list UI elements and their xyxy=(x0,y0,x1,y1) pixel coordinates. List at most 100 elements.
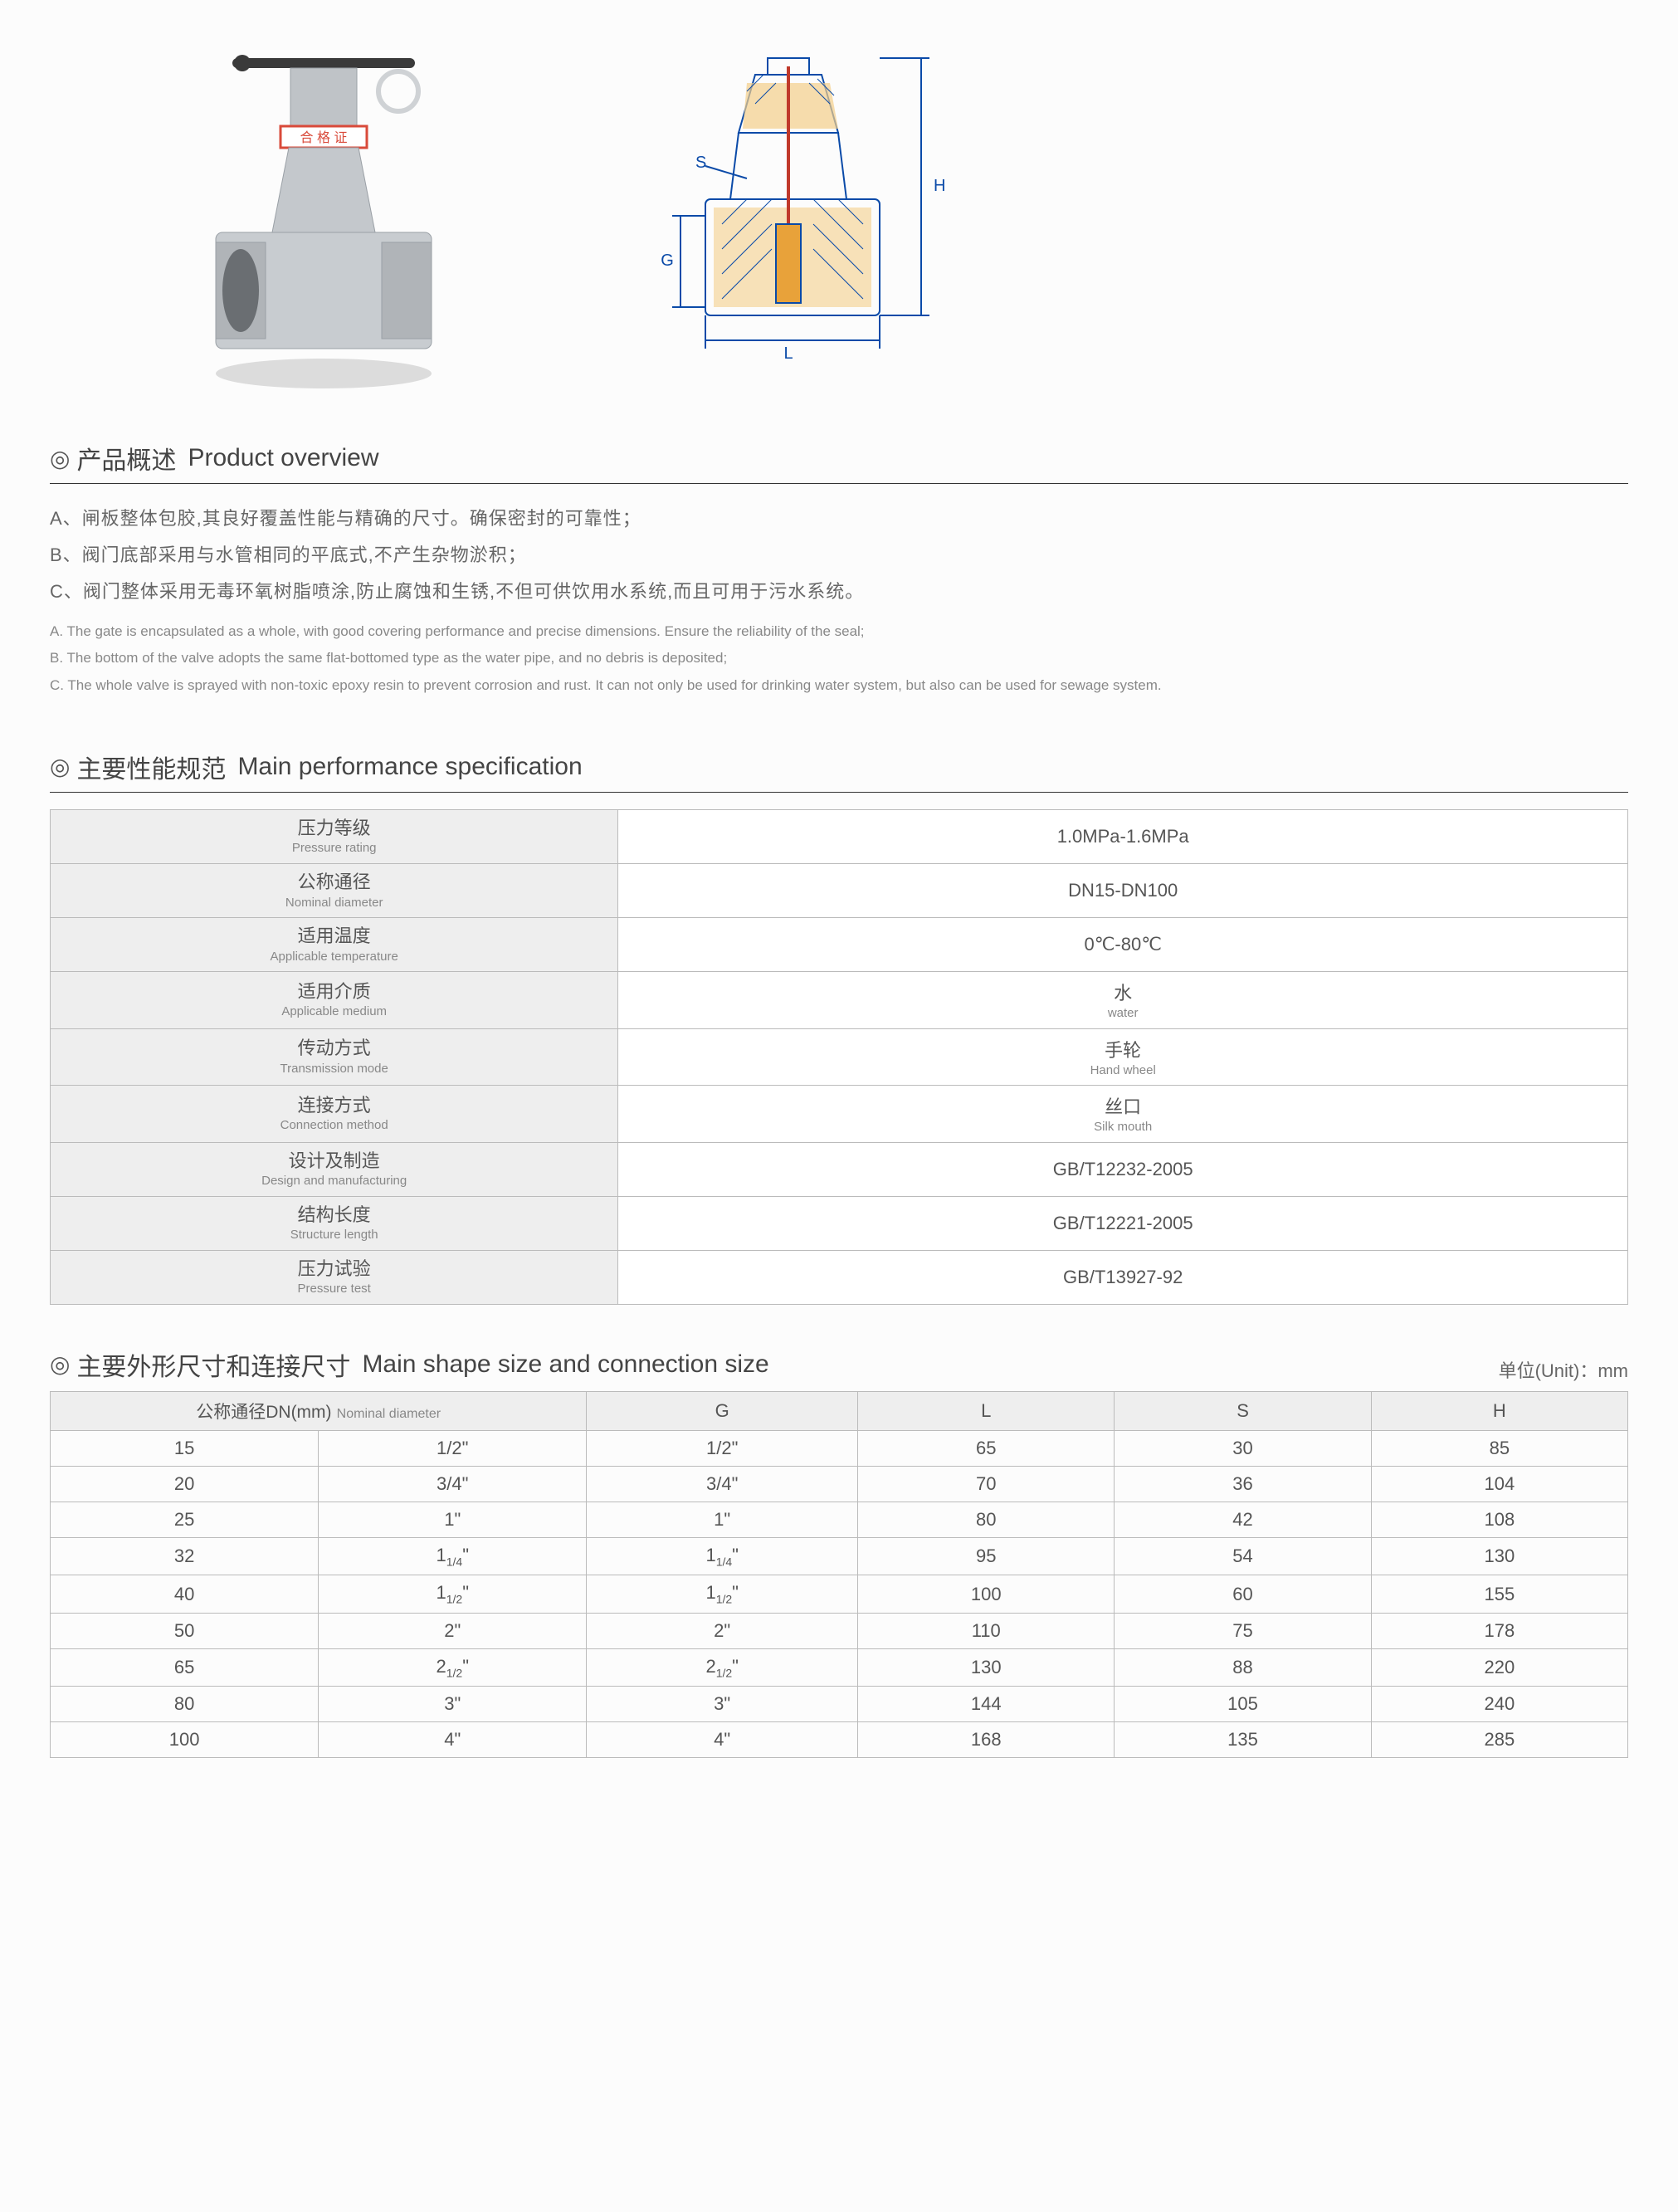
dim-cell: 155 xyxy=(1371,1575,1627,1613)
spec-value-cell: 0℃-80℃ xyxy=(618,918,1628,972)
table-row: 803"3"144105240 xyxy=(51,1687,1628,1722)
dim-col-header: S xyxy=(1115,1391,1371,1430)
dim-cell: 100 xyxy=(858,1575,1115,1613)
spec-value: 水 xyxy=(1114,983,1132,1003)
table-row: 公称通径Nominal diameter DN15-DN100 xyxy=(51,863,1628,917)
table-row: 适用介质Applicable medium水water xyxy=(51,972,1628,1029)
spec-table: 压力等级Pressure rating1.0MPa-1.6MPa公称通径Nomi… xyxy=(50,809,1628,1305)
spec-value: 0℃-80℃ xyxy=(1084,934,1161,955)
dim-cell: 3" xyxy=(587,1687,858,1722)
dim-cell: 85 xyxy=(1371,1430,1627,1466)
dim-cell: 20 xyxy=(51,1466,319,1502)
table-row: 3211/4"11/4"9554130 xyxy=(51,1537,1628,1575)
dim-cell: 80 xyxy=(51,1687,319,1722)
table-row: 适用温度Applicable temperature 0℃-80℃ xyxy=(51,918,1628,972)
spec-value-cell: 手轮Hand wheel xyxy=(618,1028,1628,1086)
table-row: 1004"4"168135285 xyxy=(51,1722,1628,1758)
spec-value-cell: DN15-DN100 xyxy=(618,863,1628,917)
overview-item-cn: C、阀门整体采用无毒环氧树脂喷涂,防止腐蚀和生锈,不但可供饮用水系统,而且可用于… xyxy=(50,574,1628,610)
dim-cell: 21/2" xyxy=(587,1648,858,1686)
dim-cell: 11/2" xyxy=(587,1575,858,1613)
spec-label-cell: 公称通径Nominal diameter xyxy=(51,863,618,917)
dim-cell: 50 xyxy=(51,1613,319,1648)
spec-value-cell: 丝口Silk mouth xyxy=(618,1086,1628,1143)
spec-label-en: Applicable temperature xyxy=(61,949,607,965)
spec-label-cn: 传动方式 xyxy=(61,1037,607,1061)
overview-title-cn: 产品概述 xyxy=(76,440,176,476)
dim-cell: 178 xyxy=(1371,1613,1627,1648)
dim-cell: 30 xyxy=(1115,1430,1371,1466)
spec-value-cell: 1.0MPa-1.6MPa xyxy=(618,809,1628,863)
dim-cell: 130 xyxy=(858,1648,1115,1686)
table-row: 151/2"1/2"653085 xyxy=(51,1430,1628,1466)
table-row: 502"2"11075178 xyxy=(51,1613,1628,1648)
spec-value: 1.0MPa-1.6MPa xyxy=(1057,826,1189,847)
dim-cell: 65 xyxy=(858,1430,1115,1466)
dim-cell: 25 xyxy=(51,1502,319,1537)
spec-label-cn: 公称通径 xyxy=(61,871,607,895)
table-row: 203/4"3/4"7036104 xyxy=(51,1466,1628,1502)
ring-icon: ◎ xyxy=(50,1350,70,1378)
table-row: 6521/2"21/2"13088220 xyxy=(51,1648,1628,1686)
dim-cell: 11/4" xyxy=(587,1537,858,1575)
svg-text:H: H xyxy=(934,177,945,195)
table-row: 压力等级Pressure rating1.0MPa-1.6MPa xyxy=(51,809,1628,863)
dim-cell: 54 xyxy=(1115,1537,1371,1575)
spec-value: DN15-DN100 xyxy=(1068,880,1178,901)
dim-cell: 11/2" xyxy=(319,1575,587,1613)
spec-value: GB/T12221-2005 xyxy=(1053,1213,1193,1233)
dim-cell: 4" xyxy=(319,1722,587,1758)
overview-cn-list: A、闸板整体包胶,其良好覆盖性能与精确的尺寸。确保密封的可靠性；B、阀门底部采用… xyxy=(50,501,1628,610)
overview-en-list: A. The gate is encapsulated as a whole, … xyxy=(50,618,1628,699)
spec-label-en: Transmission mode xyxy=(61,1061,607,1077)
dim-cell: 110 xyxy=(858,1613,1115,1648)
spec-label-cn: 结构长度 xyxy=(61,1204,607,1228)
spec-title-cn: 主要性能规范 xyxy=(76,749,226,785)
spec-value-sub: Hand wheel xyxy=(628,1062,1617,1079)
spec-title-en: Main performance specification xyxy=(237,753,582,781)
dim-cell: 15 xyxy=(51,1430,319,1466)
overview-item-cn: A、闸板整体包胶,其良好覆盖性能与精确的尺寸。确保密封的可靠性； xyxy=(50,501,1628,537)
spec-label-en: Pressure test xyxy=(61,1281,607,1297)
spec-value-cell: GB/T12221-2005 xyxy=(618,1196,1628,1250)
dim-cell: 2" xyxy=(587,1613,858,1648)
spec-label-en: Pressure rating xyxy=(61,840,607,857)
dim-cell: 32 xyxy=(51,1537,319,1575)
dim-cell: 108 xyxy=(1371,1502,1627,1537)
dim-cell: 100 xyxy=(51,1722,319,1758)
spec-label-cell: 适用温度Applicable temperature xyxy=(51,918,618,972)
overview-item-en: A. The gate is encapsulated as a whole, … xyxy=(50,618,1628,645)
dim-cell: 240 xyxy=(1371,1687,1627,1722)
dim-cell: 60 xyxy=(1115,1575,1371,1613)
ring-icon: ◎ xyxy=(50,753,70,780)
dim-title-en: Main shape size and connection size xyxy=(362,1350,768,1379)
dim-cell: 168 xyxy=(858,1722,1115,1758)
spec-label-cn: 压力试验 xyxy=(61,1257,607,1282)
table-row: 连接方式Connection method丝口Silk mouth xyxy=(51,1086,1628,1143)
spec-value: GB/T13927-92 xyxy=(1063,1267,1183,1287)
svg-text:G: G xyxy=(661,251,674,270)
table-row: 4011/2"11/2"10060155 xyxy=(51,1575,1628,1613)
spec-header: ◎ 主要性能规范 Main performance specification xyxy=(50,749,1628,793)
dim-cell: 104 xyxy=(1371,1466,1627,1502)
dim-cell: 70 xyxy=(858,1466,1115,1502)
dim-cell: 105 xyxy=(1115,1687,1371,1722)
dim-cell: 36 xyxy=(1115,1466,1371,1502)
dim-cell: 95 xyxy=(858,1537,1115,1575)
dim-cell: 42 xyxy=(1115,1502,1371,1537)
dim-cell: 220 xyxy=(1371,1648,1627,1686)
table-row: 251"1"8042108 xyxy=(51,1502,1628,1537)
spec-value-sub: Silk mouth xyxy=(628,1119,1617,1135)
technical-drawing: H L G S xyxy=(631,33,946,365)
table-row: 压力试验Pressure test GB/T13927-92 xyxy=(51,1250,1628,1304)
dim-cell: 75 xyxy=(1115,1613,1371,1648)
dim-cell: 1" xyxy=(587,1502,858,1537)
dim-cell: 80 xyxy=(858,1502,1115,1537)
overview-item-en: C. The whole valve is sprayed with non-t… xyxy=(50,672,1628,699)
unit-label: 单位(Unit)：mm xyxy=(1499,1356,1628,1391)
spec-label-cell: 压力试验Pressure test xyxy=(51,1250,618,1304)
spec-value-cell: GB/T12232-2005 xyxy=(618,1142,1628,1196)
dim-cell: 88 xyxy=(1115,1648,1371,1686)
spec-value-sub: water xyxy=(628,1005,1617,1022)
spec-label-cell: 结构长度Structure length xyxy=(51,1196,618,1250)
